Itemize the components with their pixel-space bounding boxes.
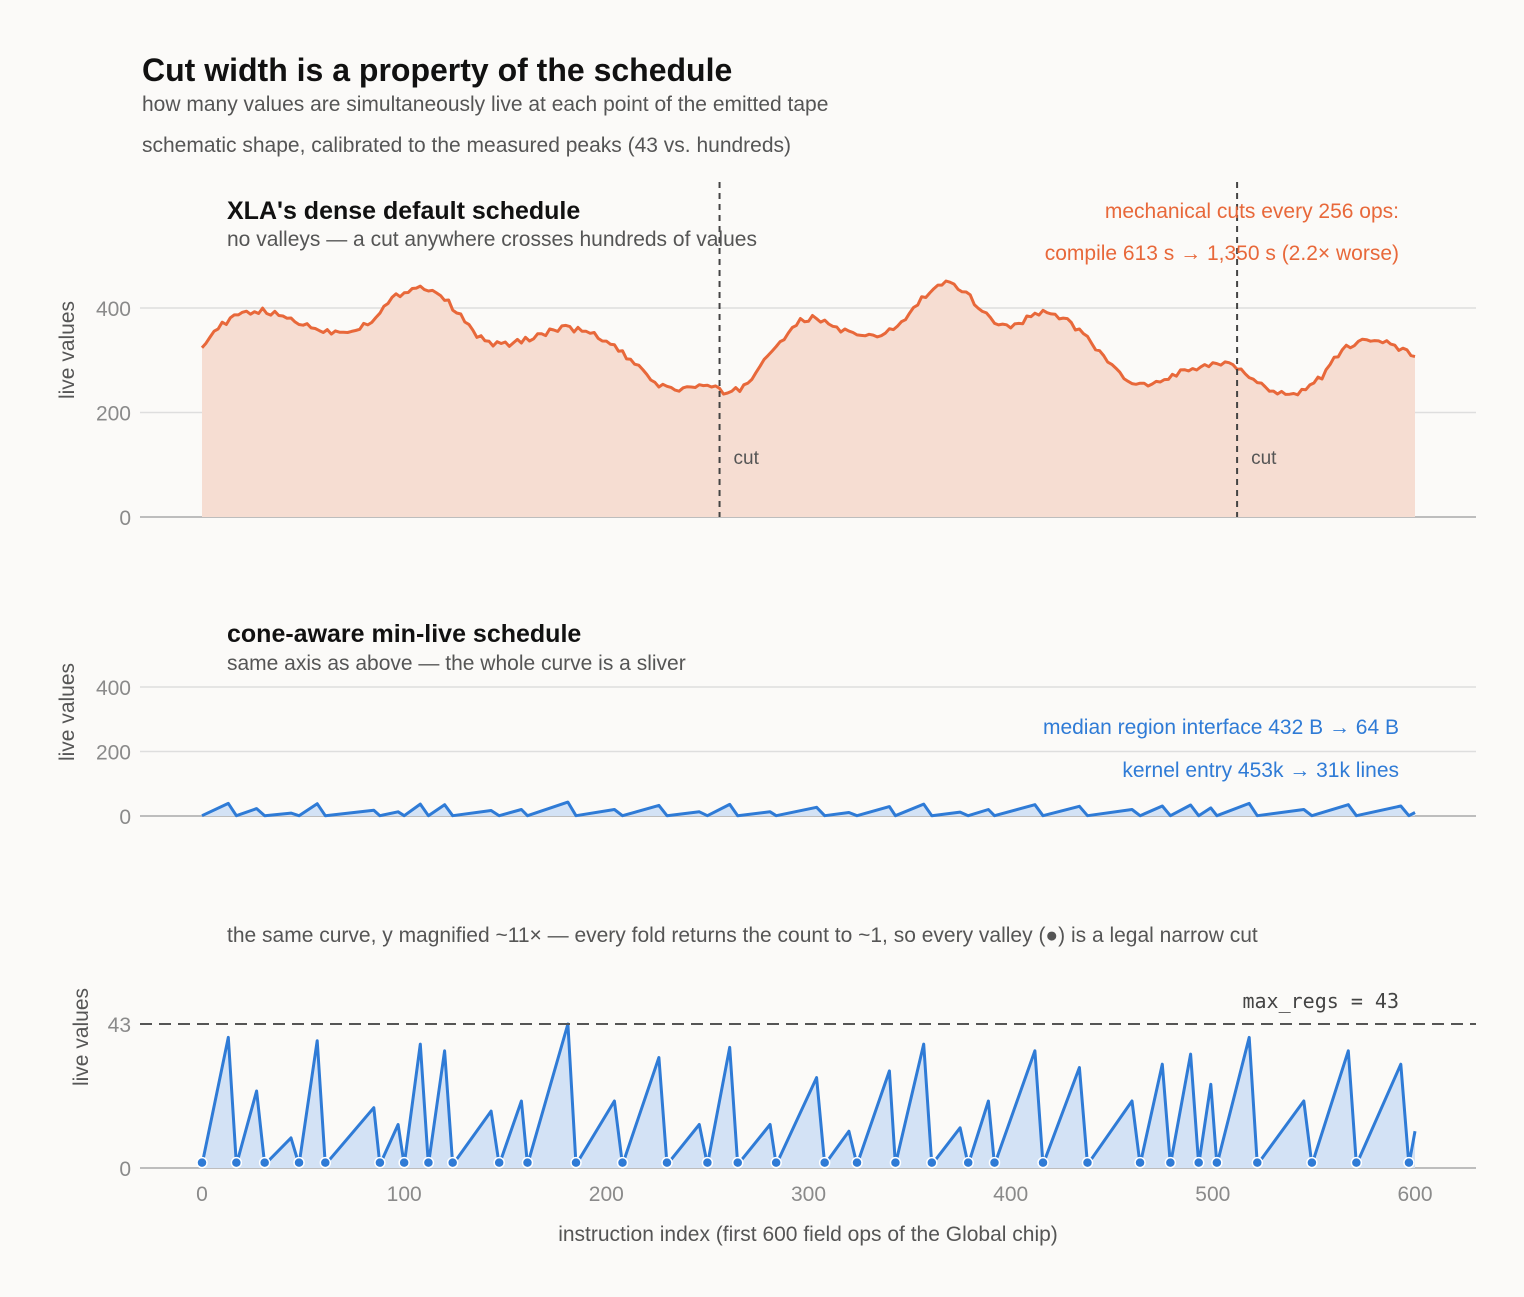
valley-marker [731, 1156, 744, 1169]
y-axis-label: live values [56, 663, 79, 761]
valley-marker [1134, 1156, 1146, 1169]
valley-marker [661, 1156, 673, 1169]
series-line-dense [200, 279, 1416, 397]
y-tick-label: 200 [96, 742, 131, 765]
valley-marker [293, 1156, 305, 1169]
series-line-min-live-magnified- [200, 1022, 1417, 1167]
panel-mid-note-1: median region interface 432 B → 64 B [1042, 716, 1399, 739]
panel-top-subtitle: no valleys — a cut anywhere crosses hund… [227, 228, 757, 251]
x-tick-label: 200 [589, 1183, 624, 1206]
panel-bot-caption: the same curve, y magnified ~11× — every… [227, 924, 1258, 947]
panel-top-note-2: compile 613 s → 1,350 s (2.2× worse) [1044, 242, 1399, 265]
x-tick-label: 400 [993, 1183, 1028, 1206]
panel-mid-subtitle: same axis as above — the whole curve is … [227, 652, 686, 675]
cut-label: cut [734, 448, 760, 469]
panel-mid-note-2: kernel entry 453k → 31k lines [1122, 759, 1399, 782]
chart-subtitle-1: how many values are simultaneously live … [142, 93, 829, 116]
x-tick-label: 500 [1195, 1183, 1230, 1206]
chart-title: Cut width is a property of the schedule [142, 52, 733, 88]
y-axis-label: live values [56, 301, 79, 399]
y-axis-label: live values [70, 988, 93, 1086]
valley-marker [1037, 1156, 1049, 1169]
y-tick-label: 400 [96, 298, 131, 321]
valley-marker [1081, 1156, 1094, 1169]
valley-marker [570, 1156, 582, 1169]
valley-marker [493, 1156, 505, 1169]
chart-subtitle-2: schematic shape, calibrated to the measu… [142, 134, 792, 157]
valley-marker [701, 1156, 714, 1169]
valley-marker [1306, 1156, 1318, 1169]
series-line-min-live [201, 800, 1416, 818]
cut-label: cut [1251, 448, 1277, 469]
valley-marker [1350, 1156, 1363, 1169]
y-tick-label: 400 [96, 677, 131, 700]
valley-marker [851, 1156, 863, 1169]
valley-marker [1192, 1156, 1205, 1169]
valley-marker [319, 1156, 332, 1169]
valley-marker [1403, 1156, 1415, 1169]
valley-marker [616, 1156, 629, 1169]
threshold-label: max_regs = 43 [1242, 989, 1399, 1013]
valley-marker [1211, 1156, 1223, 1169]
valley-marker [889, 1156, 902, 1169]
valley-marker [398, 1156, 410, 1169]
valley-marker [374, 1156, 386, 1169]
x-tick-label: 100 [387, 1183, 422, 1206]
valley-marker [1164, 1156, 1177, 1169]
panel-mid-title: cone-aware min-live schedule [227, 620, 582, 648]
y-tick-label: 0 [119, 806, 131, 829]
panel-top-title: XLA's dense default schedule [227, 197, 581, 225]
valley-marker [230, 1156, 243, 1169]
valley-marker [258, 1156, 271, 1169]
y-tick-label: 43 [108, 1014, 131, 1037]
valley-marker [926, 1156, 938, 1169]
valley-marker [818, 1156, 831, 1169]
valley-marker [521, 1156, 534, 1169]
x-tick-label: 0 [196, 1183, 208, 1206]
valley-marker [196, 1156, 208, 1169]
x-tick-label: 600 [1397, 1183, 1432, 1206]
valley-marker [1251, 1156, 1264, 1169]
series-area-dense [202, 281, 1415, 517]
y-tick-label: 200 [96, 403, 131, 426]
valley-marker [422, 1156, 435, 1169]
x-tick-label: 300 [791, 1183, 826, 1206]
valley-marker [446, 1156, 459, 1169]
valley-marker [962, 1156, 974, 1169]
panel-top-note-1: mechanical cuts every 256 ops: [1104, 200, 1399, 223]
y-tick-label: 0 [119, 1158, 131, 1181]
y-tick-label: 0 [119, 507, 131, 530]
valley-marker [770, 1156, 782, 1169]
valley-marker [988, 1156, 1001, 1169]
x-axis-label: instruction index (first 600 field ops o… [558, 1223, 1058, 1246]
